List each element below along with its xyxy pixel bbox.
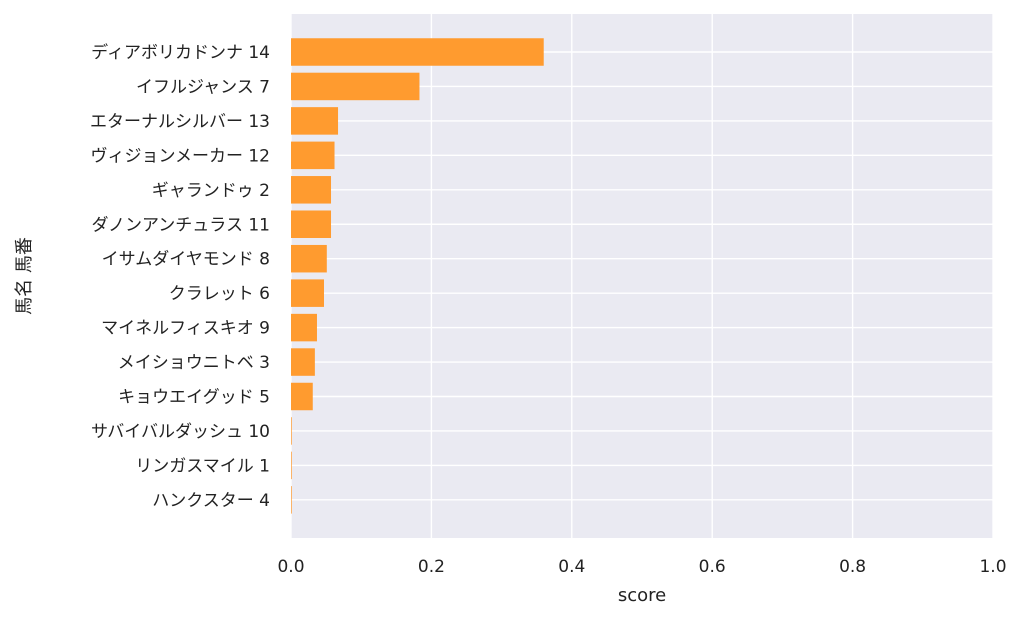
y-tick-label: メイショウニトベ 3: [118, 353, 270, 373]
x-tick-label: 0.2: [418, 557, 445, 577]
bar: [291, 176, 332, 204]
y-tick-label: ギャランドゥ 2: [152, 181, 270, 201]
y-tick-label: キョウエイグッド 5: [118, 388, 270, 408]
bar: [291, 141, 335, 170]
y-tick-label: イフルジャンス 7: [136, 77, 270, 97]
x-tick-label: 0.4: [558, 557, 585, 577]
bar: [291, 486, 292, 514]
y-tick-label: サバイバルダッシュ 10: [91, 422, 270, 442]
x-tick-label: 1.0: [979, 557, 1006, 577]
x-axis-title: score: [618, 585, 666, 606]
bar: [291, 38, 544, 66]
bar: [291, 279, 324, 307]
y-tick-label: ダノンアンチュラス 11: [91, 215, 270, 235]
x-tick-labels: 0.0 0.2 0.4 0.6 0.8 1.0: [277, 557, 1006, 577]
bar: [291, 348, 315, 376]
y-tick-label: ヴィジョンメーカー 12: [90, 146, 270, 166]
x-tick-label: 0.6: [699, 557, 726, 577]
bar: [291, 107, 339, 135]
bar: [291, 382, 313, 411]
bar: [291, 417, 292, 445]
y-tick-label: エターナルシルバー 13: [90, 112, 270, 132]
bar: [291, 451, 292, 480]
x-tick-label: 0.0: [277, 557, 304, 577]
y-tick-label: ハンクスター 4: [152, 491, 270, 511]
bar: [291, 210, 332, 238]
x-tick-label: 0.8: [839, 557, 866, 577]
y-tick-label: クラレット 6: [169, 284, 270, 304]
y-tick-labels: ディアボリカドンナ 14 イフルジャンス 7 エターナルシルバー 13 ヴィジョンメー…: [90, 42, 270, 511]
y-tick-label: ディアボリカドンナ 14: [91, 42, 270, 63]
y-tick-label: リンガスマイル 1: [135, 456, 270, 476]
y-tick-label: マイネルフィスキオ 9: [101, 319, 270, 339]
y-axis-title: 馬名 馬番: [14, 237, 35, 315]
bar: [291, 244, 327, 273]
bars: [291, 38, 544, 514]
bar: [291, 313, 317, 342]
bar: [291, 72, 420, 101]
plot-area: [291, 14, 993, 538]
y-tick-label: イサムダイヤモンド 8: [102, 250, 270, 270]
